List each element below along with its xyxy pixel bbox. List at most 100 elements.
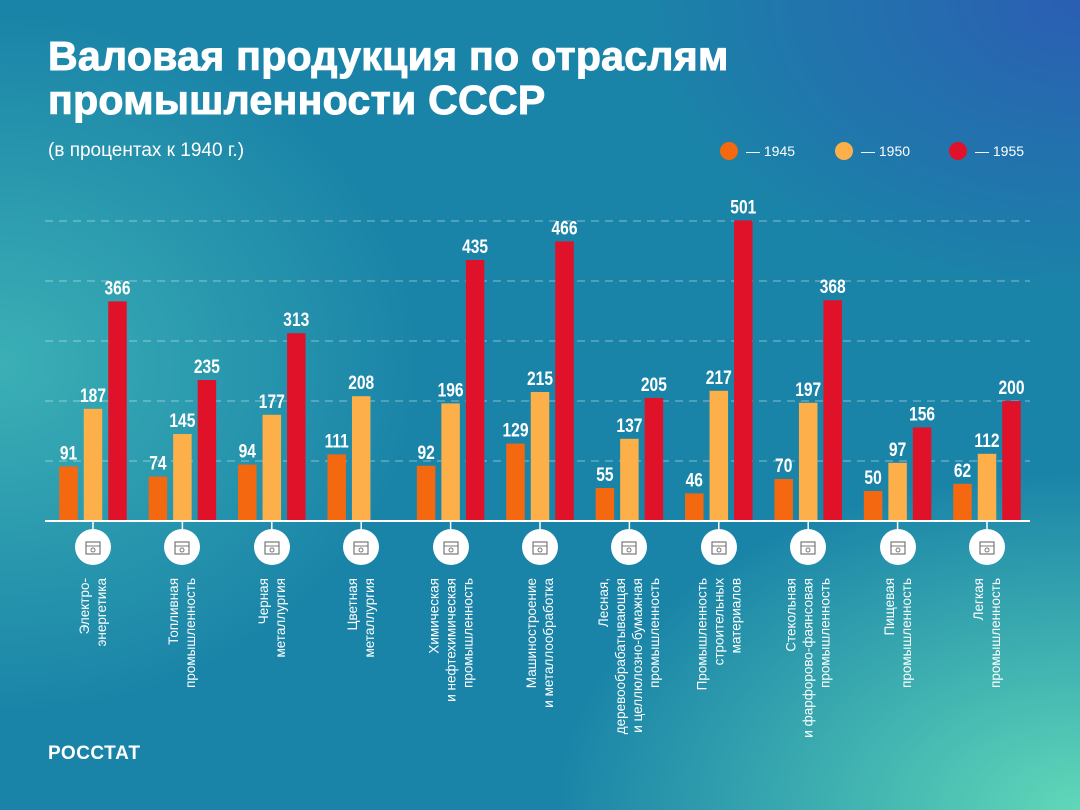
data-label: 112 bbox=[974, 429, 999, 451]
category-label-line: и металлообработка bbox=[541, 578, 556, 708]
bar bbox=[238, 464, 257, 521]
bar bbox=[173, 434, 192, 521]
bar bbox=[287, 333, 306, 521]
data-label: 313 bbox=[283, 309, 309, 331]
data-label: 50 bbox=[864, 467, 881, 489]
data-label: 97 bbox=[889, 438, 906, 460]
bar bbox=[197, 380, 217, 521]
bar bbox=[734, 220, 753, 521]
data-label: 74 bbox=[149, 452, 167, 474]
legend: — 1945 — 1950 — 1955 bbox=[0, 142, 1080, 164]
bar bbox=[351, 396, 371, 521]
bar bbox=[262, 414, 282, 521]
bar bbox=[506, 443, 525, 521]
category-label-line: строительных bbox=[711, 578, 727, 666]
data-label: 217 bbox=[706, 366, 732, 388]
category-label-line: Пищевая bbox=[881, 578, 897, 636]
category-label: Топливная промышленность bbox=[165, 578, 199, 798]
category-label-line: промышленность bbox=[183, 578, 199, 688]
bar bbox=[798, 402, 818, 521]
category-label-line: металлургия bbox=[272, 578, 288, 658]
category-label-line: и нефтехимическая bbox=[443, 578, 459, 702]
category-label-line: и фарфорово-фаянсовая bbox=[800, 578, 816, 738]
metal-casting-icon bbox=[343, 529, 380, 565]
category-label: Лесная, деревообрабатывающая и целлюлозно-… bbox=[595, 578, 663, 798]
data-label: 466 bbox=[552, 217, 578, 239]
bar bbox=[863, 491, 883, 521]
bar bbox=[823, 300, 842, 521]
category-label-line: Промышленность bbox=[694, 578, 710, 691]
legend-swatch bbox=[949, 142, 967, 160]
category-label-line: промышленность bbox=[647, 578, 663, 688]
bar bbox=[977, 453, 997, 521]
page-title: Валовая продукция по отраслям промышленно… bbox=[48, 33, 729, 123]
data-label: 129 bbox=[503, 419, 529, 441]
category-label-line: и целлюлозно-бумажная bbox=[630, 578, 646, 733]
paper-mill-icon bbox=[611, 529, 648, 565]
data-label: 501 bbox=[730, 196, 756, 218]
legend-label: — 1950 bbox=[861, 143, 911, 159]
category-label-line: Электро- bbox=[77, 578, 92, 635]
category-label-line: Легкая bbox=[971, 578, 986, 621]
machinery-icon bbox=[522, 529, 558, 565]
bar bbox=[555, 241, 574, 521]
category-label-line: Стекольная bbox=[783, 578, 799, 652]
bar bbox=[416, 465, 436, 521]
category-label: Машиностроение и металлообработка bbox=[523, 578, 557, 798]
bar bbox=[595, 488, 615, 521]
bar bbox=[709, 390, 729, 521]
construction-crane-icon bbox=[700, 529, 737, 565]
chemistry-icon bbox=[432, 529, 469, 565]
legend-swatch bbox=[835, 142, 853, 160]
data-label: 62 bbox=[954, 459, 971, 481]
power-plant-icon bbox=[75, 529, 111, 565]
legend-item: — 1955 bbox=[949, 142, 1024, 160]
category-label: Пищевая промышленность bbox=[881, 578, 915, 798]
data-label: 70 bbox=[775, 455, 792, 477]
bar bbox=[108, 301, 127, 521]
legend-item: — 1945 bbox=[720, 142, 795, 160]
category-label: Черная металлургия bbox=[255, 578, 289, 798]
data-label: 197 bbox=[795, 378, 821, 400]
category-label-line: Химическая bbox=[426, 578, 442, 654]
data-label: 145 bbox=[169, 410, 195, 432]
bar bbox=[148, 476, 168, 521]
title-line-1: Валовая продукция по отраслям bbox=[48, 33, 729, 79]
category-label-line: Черная bbox=[255, 578, 271, 625]
category-label-line: промышленность bbox=[988, 578, 1003, 688]
data-label: 215 bbox=[527, 368, 553, 390]
data-label: 111 bbox=[325, 430, 350, 452]
legend-item: — 1950 bbox=[835, 142, 910, 160]
data-label: 94 bbox=[239, 440, 257, 462]
subtitle: (в процентах к 1940 г.) bbox=[48, 140, 245, 161]
category-label-line: промышленность bbox=[460, 578, 476, 688]
data-label: 435 bbox=[462, 236, 488, 258]
bar bbox=[685, 493, 704, 521]
data-label: 235 bbox=[194, 356, 220, 378]
bar bbox=[888, 462, 907, 521]
category-label: Электро-энергетика bbox=[76, 578, 110, 798]
bar bbox=[644, 398, 664, 521]
category-label: Цветная металлургия bbox=[344, 578, 378, 798]
bar bbox=[912, 427, 932, 521]
category-label-line: промышленность bbox=[898, 578, 914, 688]
bar bbox=[1002, 401, 1021, 521]
data-label: 366 bbox=[105, 277, 131, 299]
coat-icon bbox=[969, 529, 1005, 565]
category-label-line: энергетика bbox=[94, 578, 109, 647]
data-label: 156 bbox=[909, 403, 935, 425]
category-label-line: Машиностроение bbox=[524, 578, 539, 689]
data-label: 368 bbox=[820, 276, 846, 298]
data-label: 92 bbox=[417, 441, 434, 463]
category-label-line: металлургия bbox=[362, 578, 378, 658]
data-label: 91 bbox=[60, 442, 78, 464]
bar bbox=[83, 408, 103, 521]
bar bbox=[620, 438, 639, 521]
data-label: 200 bbox=[999, 377, 1025, 399]
category-label: Стекольная и фарфорово-фаянсовая промышлен… bbox=[783, 578, 834, 798]
data-label: 177 bbox=[259, 390, 285, 412]
category-label-line: материалов bbox=[728, 578, 744, 654]
category-label: Легкая промышленность bbox=[970, 578, 1004, 798]
bar bbox=[59, 466, 78, 521]
